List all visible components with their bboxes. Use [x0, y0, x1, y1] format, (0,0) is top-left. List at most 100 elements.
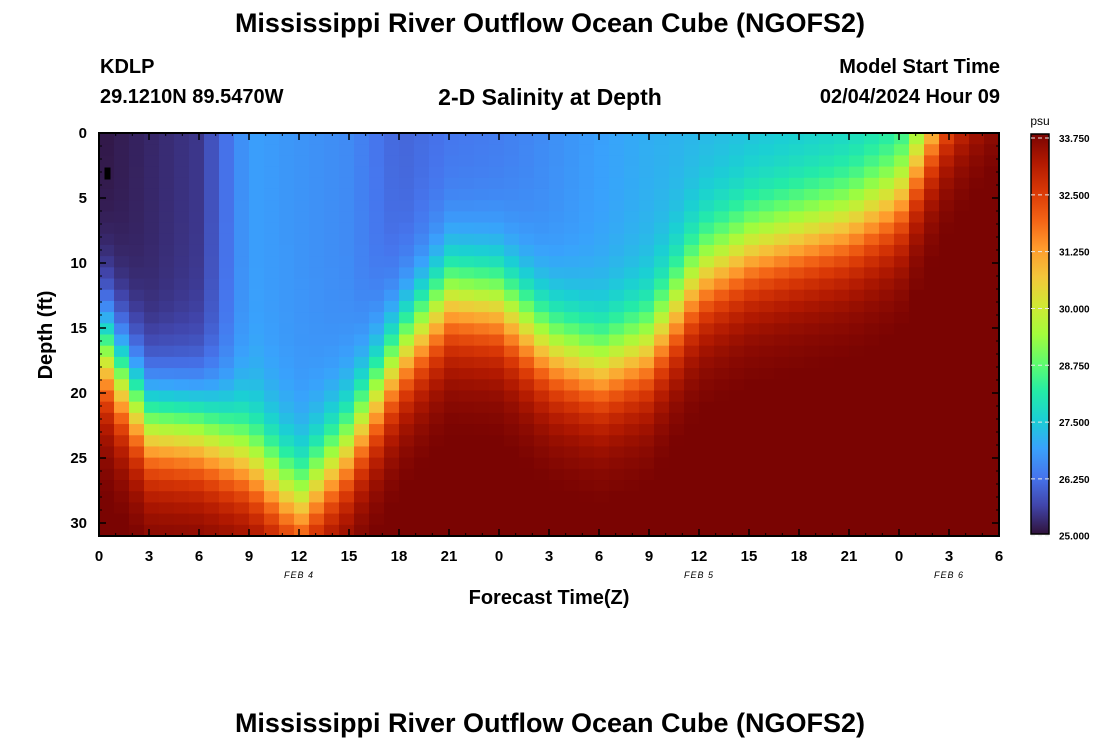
heatmap-cell [354, 379, 370, 392]
heatmap-cell [504, 278, 520, 291]
heatmap-cell [789, 435, 805, 448]
heatmap-cell [264, 133, 280, 145]
heatmap-cell [384, 256, 400, 268]
heatmap-cell [174, 424, 190, 436]
heatmap-cell [729, 222, 745, 235]
heatmap-cell [159, 435, 175, 448]
heatmap-cell [984, 379, 1000, 392]
x-tick-label: 6 [595, 548, 603, 565]
heatmap-cell [819, 502, 835, 515]
heatmap-cell [804, 244, 820, 257]
heatmap-cell [519, 300, 535, 313]
heatmap-cell [654, 155, 670, 168]
heatmap-cell [234, 278, 250, 291]
heatmap-cell [504, 491, 520, 504]
heatmap-cell [789, 244, 805, 257]
heatmap-cell [414, 412, 430, 425]
x-tick-label: 3 [945, 548, 953, 565]
heatmap-cell [879, 491, 895, 504]
heatmap-cell [924, 356, 940, 369]
heatmap-cell [864, 312, 880, 324]
heatmap-cell [399, 267, 415, 280]
heatmap-cell [414, 491, 430, 504]
heatmap-cell [789, 334, 805, 347]
heatmap-cell [654, 222, 670, 235]
heatmap-cell [354, 412, 370, 425]
heatmap-cell [789, 345, 805, 358]
heatmap-cell [699, 278, 715, 291]
heatmap-cell [759, 480, 775, 492]
heatmap-cell [144, 144, 160, 156]
heatmap-cell [159, 144, 175, 156]
heatmap-cell [429, 412, 445, 425]
heatmap-cell [309, 200, 325, 212]
heatmap-cell [384, 502, 400, 515]
heatmap-cell [744, 401, 760, 414]
heatmap-cell [834, 323, 850, 336]
heatmap-cell [249, 457, 265, 470]
heatmap-cell [564, 222, 580, 235]
heatmap-cell [519, 457, 535, 470]
heatmap-cell [429, 502, 445, 515]
station-coordinates: 29.1210N 89.5470W [100, 86, 284, 108]
heatmap-cell [969, 188, 985, 201]
colorbar-tick-label: 28.750 [1059, 361, 1090, 372]
heatmap-cell [459, 200, 475, 212]
heatmap-cell [654, 524, 670, 537]
heatmap-cell [804, 144, 820, 156]
heatmap-cell [609, 345, 625, 358]
heatmap-cell [699, 379, 715, 392]
heatmap-cell [354, 446, 370, 459]
heatmap-cell [579, 222, 595, 235]
heatmap-cell [489, 177, 505, 190]
heatmap-cell [399, 524, 415, 537]
heatmap-cell [789, 289, 805, 302]
heatmap-cell [534, 144, 550, 156]
heatmap-cell [969, 401, 985, 414]
heatmap-cell [564, 390, 580, 403]
heatmap-cell [669, 424, 685, 436]
heatmap-cell [234, 424, 250, 436]
heatmap-cell [399, 345, 415, 358]
heatmap-cell [864, 256, 880, 268]
heatmap-cell [669, 289, 685, 302]
heatmap-cell [204, 323, 220, 336]
heatmap-cell [99, 502, 115, 515]
heatmap-cell [384, 155, 400, 168]
heatmap-cell [99, 256, 115, 268]
heatmap-cell [504, 502, 520, 515]
heatmap-cell [699, 211, 715, 224]
heatmap-cell [369, 435, 385, 448]
heatmap-cell [609, 468, 625, 481]
heatmap-cell [99, 345, 115, 358]
heatmap-cell [564, 300, 580, 313]
heatmap-cell [114, 368, 130, 380]
heatmap-cell [294, 244, 310, 257]
heatmap-cell [489, 491, 505, 504]
heatmap-cell [249, 244, 265, 257]
heatmap-cell [534, 256, 550, 268]
date-label: FEB 5 [684, 570, 714, 580]
heatmap-cell [429, 323, 445, 336]
heatmap-cell [549, 356, 565, 369]
heatmap-cell [894, 480, 910, 492]
x-tick-label: 21 [441, 548, 458, 565]
heatmap-cell [429, 379, 445, 392]
heatmap-cell [834, 233, 850, 246]
heatmap-cell [564, 133, 580, 145]
heatmap-cell [894, 278, 910, 291]
heatmap-cell [654, 312, 670, 324]
heatmap-cell [579, 491, 595, 504]
heatmap-cell [144, 513, 160, 526]
heatmap-cell [609, 233, 625, 246]
heatmap-cell [594, 446, 610, 459]
heatmap-cell [354, 289, 370, 302]
heatmap-cell [519, 323, 535, 336]
heatmap-cell [924, 334, 940, 347]
heatmap-cell [864, 289, 880, 302]
heatmap-cell [249, 502, 265, 515]
heatmap-cell [564, 278, 580, 291]
heatmap-cell [879, 446, 895, 459]
heatmap-cell [849, 133, 865, 145]
heatmap-cell [399, 379, 415, 392]
